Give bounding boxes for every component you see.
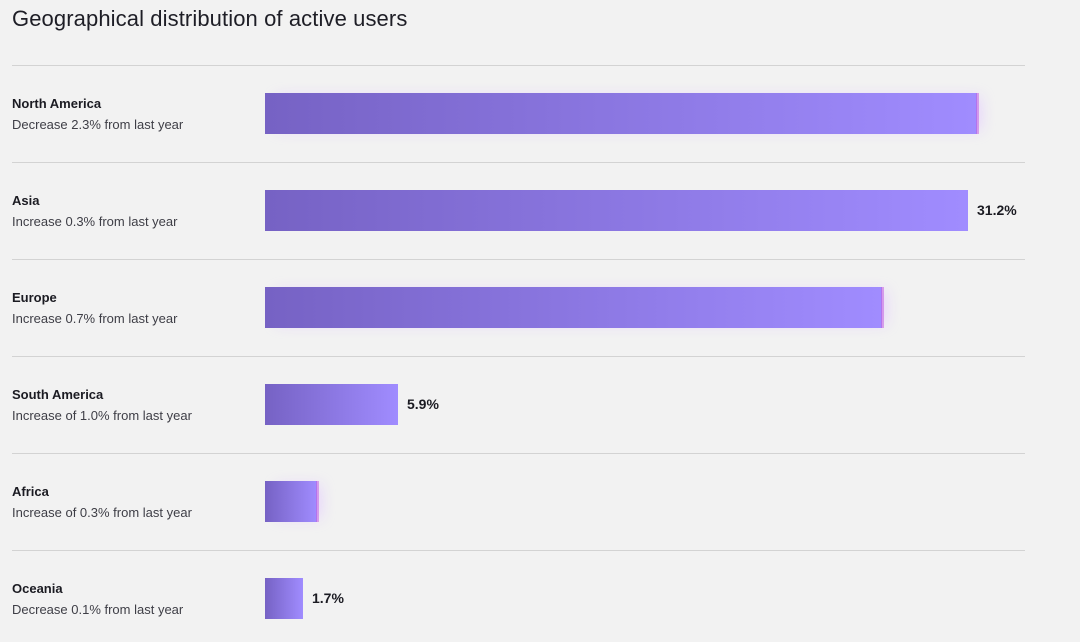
value-label-oceania: 1.7% [312, 590, 344, 606]
bar-south-america[interactable] [265, 384, 398, 425]
row-divider [12, 162, 1025, 163]
bar-asia[interactable] [265, 190, 968, 231]
category-label: North America [12, 96, 102, 111]
row-label-africa: Africa Increase of 0.3% from last year [12, 484, 252, 521]
value-label-asia: 31.2% [977, 202, 1017, 218]
row-label-asia: Asia Increase 0.3% from last year [12, 193, 252, 230]
change-label: Increase of 0.3% from last year [12, 505, 192, 520]
bar-africa[interactable] [265, 481, 319, 522]
change-label: Decrease 0.1% from last year [12, 602, 184, 617]
row-divider [12, 259, 1025, 260]
bar-oceania[interactable] [265, 578, 303, 619]
bar-north-america[interactable] [265, 93, 979, 134]
value-label-south-america: 5.9% [407, 396, 439, 412]
row-divider [12, 453, 1025, 454]
category-label: Europe [12, 290, 57, 305]
category-label: Oceania [12, 581, 63, 596]
row-label-oceania: Oceania Decrease 0.1% from last year [12, 581, 252, 618]
chart-title: Geographical distribution of active user… [12, 6, 408, 31]
category-label: South America [12, 387, 104, 402]
row-label-south-america: South America Increase of 1.0% from last … [12, 387, 252, 424]
row-label-europe: Europe Increase 0.7% from last year [12, 290, 252, 327]
change-label: Increase 0.3% from last year [12, 214, 178, 229]
change-label: Increase of 1.0% from last year [12, 408, 192, 423]
change-label: Increase 0.7% from last year [12, 311, 178, 326]
change-label: Decrease 2.3% from last year [12, 117, 184, 132]
row-divider [12, 65, 1025, 66]
bar-europe[interactable] [265, 287, 884, 328]
category-label: Africa [12, 484, 49, 499]
category-label: Asia [12, 193, 40, 208]
row-divider [12, 550, 1025, 551]
row-label-north-america: North America Decrease 2.3% from last yea… [12, 96, 252, 133]
row-divider [12, 356, 1025, 357]
